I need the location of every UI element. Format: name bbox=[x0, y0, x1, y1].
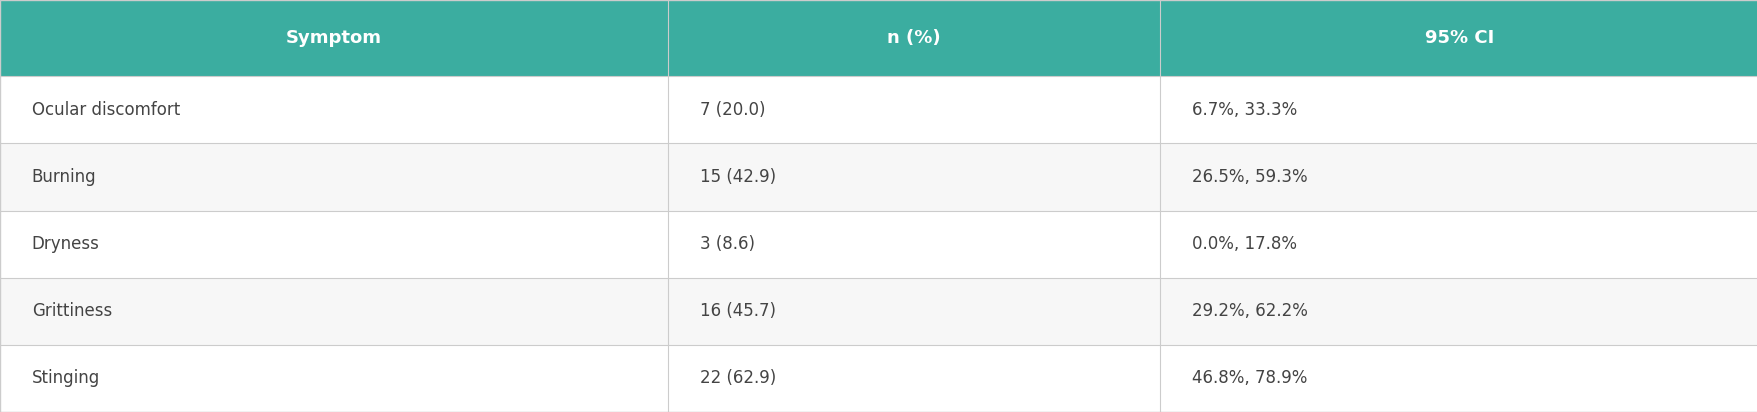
FancyBboxPatch shape bbox=[1160, 0, 1757, 76]
Text: 22 (62.9): 22 (62.9) bbox=[699, 370, 775, 387]
Text: 29.2%, 62.2%: 29.2%, 62.2% bbox=[1191, 302, 1307, 320]
Text: Ocular discomfort: Ocular discomfort bbox=[32, 101, 179, 119]
Text: Symptom: Symptom bbox=[286, 29, 381, 47]
Text: n (%): n (%) bbox=[887, 29, 940, 47]
Text: 95% CI: 95% CI bbox=[1423, 29, 1493, 47]
FancyBboxPatch shape bbox=[0, 0, 668, 76]
Text: 6.7%, 33.3%: 6.7%, 33.3% bbox=[1191, 101, 1297, 119]
Text: Stinging: Stinging bbox=[32, 370, 100, 387]
FancyBboxPatch shape bbox=[0, 143, 668, 211]
FancyBboxPatch shape bbox=[1160, 76, 1757, 143]
Text: 16 (45.7): 16 (45.7) bbox=[699, 302, 775, 320]
Text: Dryness: Dryness bbox=[32, 235, 100, 253]
FancyBboxPatch shape bbox=[668, 0, 1160, 76]
Text: 26.5%, 59.3%: 26.5%, 59.3% bbox=[1191, 168, 1307, 186]
FancyBboxPatch shape bbox=[0, 76, 668, 143]
FancyBboxPatch shape bbox=[668, 76, 1160, 143]
Text: 0.0%, 17.8%: 0.0%, 17.8% bbox=[1191, 235, 1297, 253]
FancyBboxPatch shape bbox=[1160, 143, 1757, 211]
FancyBboxPatch shape bbox=[668, 345, 1160, 412]
FancyBboxPatch shape bbox=[668, 143, 1160, 211]
FancyBboxPatch shape bbox=[0, 211, 668, 278]
FancyBboxPatch shape bbox=[668, 278, 1160, 345]
FancyBboxPatch shape bbox=[1160, 278, 1757, 345]
Text: Grittiness: Grittiness bbox=[32, 302, 112, 320]
Text: 15 (42.9): 15 (42.9) bbox=[699, 168, 775, 186]
FancyBboxPatch shape bbox=[668, 211, 1160, 278]
Text: 7 (20.0): 7 (20.0) bbox=[699, 101, 764, 119]
Text: 46.8%, 78.9%: 46.8%, 78.9% bbox=[1191, 370, 1307, 387]
Text: Burning: Burning bbox=[32, 168, 97, 186]
Text: 3 (8.6): 3 (8.6) bbox=[699, 235, 754, 253]
FancyBboxPatch shape bbox=[0, 278, 668, 345]
FancyBboxPatch shape bbox=[1160, 211, 1757, 278]
FancyBboxPatch shape bbox=[1160, 345, 1757, 412]
FancyBboxPatch shape bbox=[0, 345, 668, 412]
